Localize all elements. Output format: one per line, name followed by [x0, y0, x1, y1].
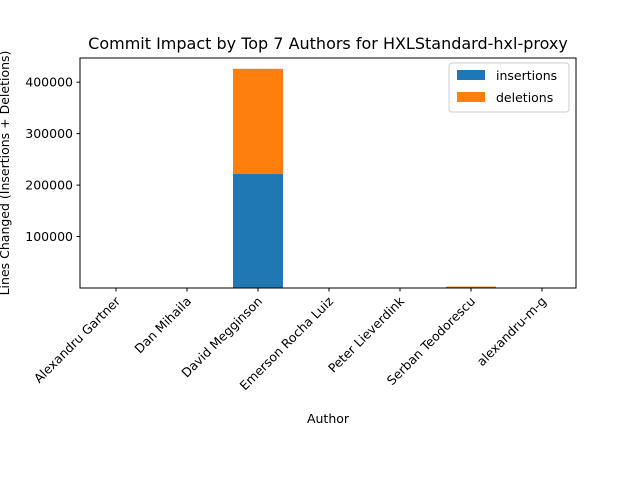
y-tick-label: 400000	[25, 75, 73, 90]
legend: insertions deletions	[448, 62, 570, 113]
bar-insertions-2	[233, 174, 283, 288]
x-tick-label: Alexandru Gartner	[31, 293, 124, 386]
x-axis-label: Author	[307, 411, 350, 426]
chart-title: Commit Impact by Top 7 Authors for HXLSt…	[88, 34, 568, 53]
legend-swatch-insertions	[457, 70, 485, 80]
y-axis-label: Lines Changed (Insertions + Deletions)	[0, 51, 12, 296]
y-axis-ticks: 100000 200000 300000 400000	[25, 75, 80, 244]
legend-label-deletions: deletions	[496, 90, 553, 105]
x-tick-label: Dan Mihaila	[131, 294, 194, 357]
y-tick-label: 200000	[25, 178, 73, 193]
x-tick-label: Peter Lieverdink	[325, 293, 408, 376]
y-tick-label: 300000	[25, 126, 73, 141]
plot-frame	[79, 57, 577, 289]
x-tick-label: alexandru-m-g	[474, 294, 549, 369]
legend-label-insertions: insertions	[496, 68, 557, 83]
bars-group	[91, 68, 567, 288]
bar-deletions-2	[233, 68, 283, 175]
y-tick-label: 100000	[25, 229, 73, 244]
legend-swatch-deletions	[457, 92, 485, 102]
